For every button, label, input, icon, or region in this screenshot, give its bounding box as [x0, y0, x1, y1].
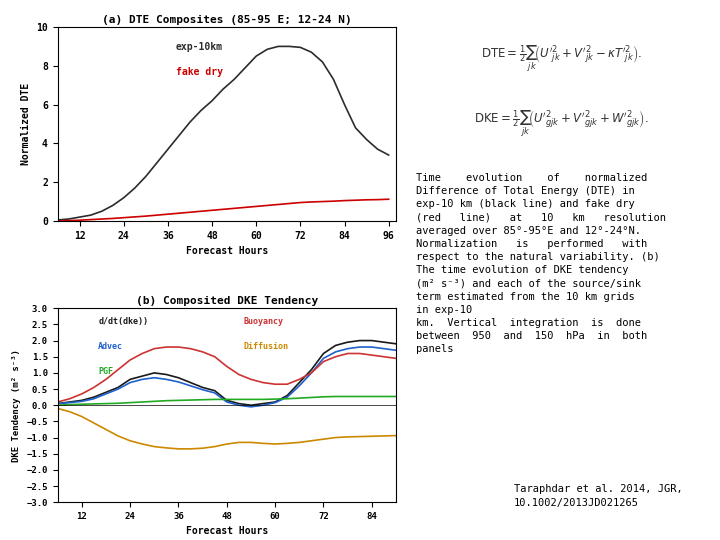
- Text: Diffusion: Diffusion: [243, 342, 289, 351]
- Text: exp-10km: exp-10km: [176, 42, 223, 52]
- Y-axis label: DKE Tendency (m² s⁻³): DKE Tendency (m² s⁻³): [12, 349, 21, 462]
- Text: Time    evolution    of    normalized
Difference of Total Energy (DTE) in
exp-10: Time evolution of normalized Difference …: [416, 173, 666, 354]
- Text: d/dt(dke)): d/dt(dke)): [98, 317, 148, 326]
- Text: $\mathrm{DTE} = \frac{1}{2}\sum_{jk}\!\left(U'^{2}_{jk} + V'^{2}_{jk} - \kappa T: $\mathrm{DTE} = \frac{1}{2}\sum_{jk}\!\l…: [481, 43, 642, 74]
- Text: Buoyancy: Buoyancy: [243, 317, 284, 326]
- Text: $\mathrm{DKE} = \frac{1}{2}\sum_{jk}\!\left(U'^{2}_{gjk} + V'^{2}_{gjk} + W'^{2}: $\mathrm{DKE} = \frac{1}{2}\sum_{jk}\!\l…: [474, 108, 649, 139]
- Title: (b) Composited DKE Tendency: (b) Composited DKE Tendency: [135, 296, 318, 306]
- Text: Advec: Advec: [98, 342, 123, 351]
- X-axis label: Forecast Hours: Forecast Hours: [186, 246, 268, 256]
- Text: fake dry: fake dry: [176, 68, 223, 77]
- Title: (a) DTE Composites (85-95 E; 12-24 N): (a) DTE Composites (85-95 E; 12-24 N): [102, 15, 351, 25]
- Y-axis label: Normalized DTE: Normalized DTE: [21, 83, 30, 165]
- Text: Taraphdar et al. 2014, JGR,
10.1002/2013JD021265: Taraphdar et al. 2014, JGR, 10.1002/2013…: [514, 484, 683, 508]
- Text: PGF: PGF: [98, 367, 113, 376]
- X-axis label: Forecast Hours: Forecast Hours: [186, 526, 268, 536]
